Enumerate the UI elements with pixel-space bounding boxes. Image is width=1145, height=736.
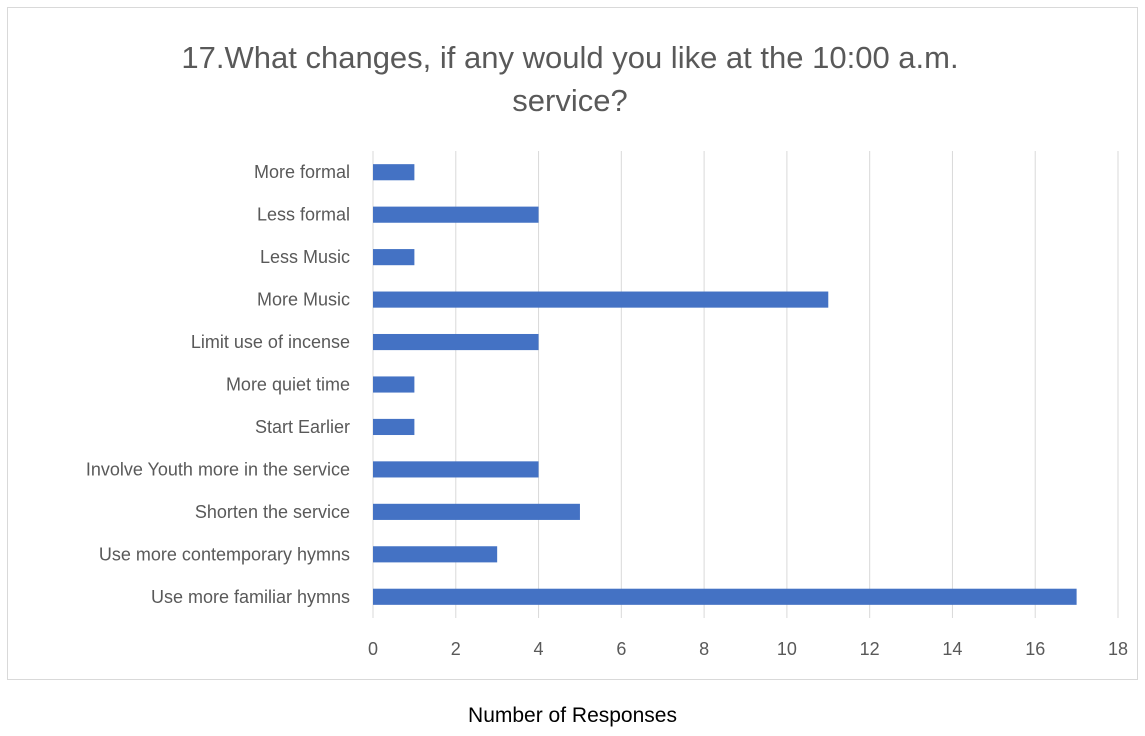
x-tick-label: 12 [860,639,880,659]
x-tick-label: 2 [451,639,461,659]
x-tick-labels: 0 2 4 6 8 10 12 14 16 18 [368,639,1128,659]
x-tick-label: 6 [616,639,626,659]
category-label: More formal [254,162,350,182]
x-tick-label: 4 [534,639,544,659]
gridlines [372,151,1119,618]
x-tick-label: 18 [1108,639,1128,659]
category-label: Limit use of incense [191,332,350,352]
x-tick-label: 10 [777,639,797,659]
category-label: More Music [257,290,350,310]
bar [373,418,415,436]
x-tick-label: 16 [1025,639,1045,659]
bar [373,206,539,223]
bar [373,546,498,563]
chart-frame [7,7,1138,680]
bars [373,164,1077,605]
bar [373,333,539,351]
x-tick-label: 8 [699,639,709,659]
category-label: Use more contemporary hymns [99,544,350,564]
category-label: Less formal [257,205,350,225]
bar [373,291,829,308]
bar [373,376,415,393]
x-axis-label: Number of Responses [468,704,677,727]
bar [373,164,415,181]
category-label: More quiet time [226,375,350,395]
category-label: Involve Youth more in the service [86,459,350,479]
chart-title: 17.What changes, if any would you like a… [181,40,959,118]
bar [373,503,580,520]
category-label: Use more familiar hymns [151,587,350,607]
category-label: Less Music [260,247,350,267]
category-labels: More formal Less formal Less Music More Mus… [86,162,350,607]
x-tick-label: 14 [942,639,962,659]
bar [373,249,415,266]
category-label: Start Earlier [255,417,350,437]
bar [373,461,539,478]
category-label: Shorten the service [195,502,350,522]
bar [373,588,1077,605]
x-tick-label: 0 [368,639,378,659]
